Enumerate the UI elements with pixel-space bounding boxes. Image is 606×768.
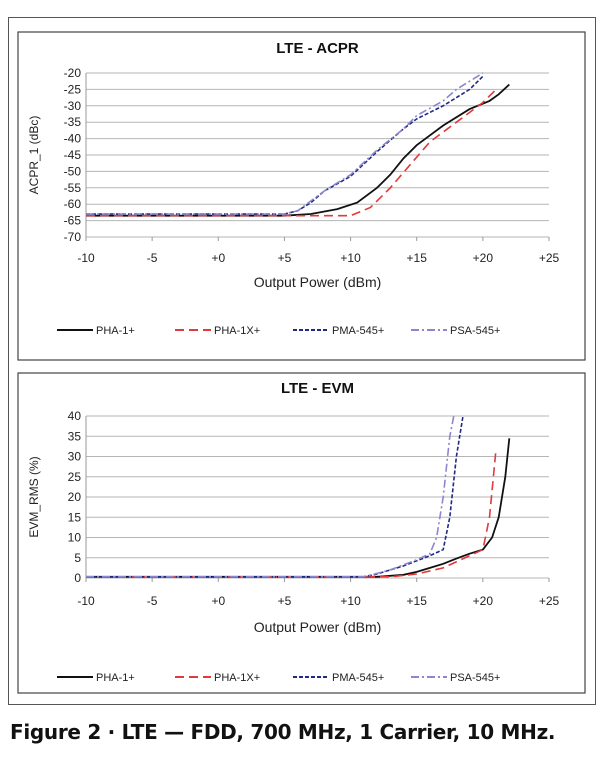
y-tick-label: 5	[74, 551, 81, 565]
series-line-psa-545-	[86, 415, 455, 578]
legend-label: PHA-1X+	[214, 672, 260, 684]
legend-label: PMA-545+	[332, 672, 384, 684]
x-tick-label: +5	[278, 251, 292, 265]
y-tick-label: 30	[68, 450, 82, 464]
x-tick-label: +20	[473, 251, 494, 265]
x-axis-title: Output Power (dBm)	[254, 274, 382, 290]
x-tick-label: +15	[407, 251, 428, 265]
series-line-pma-545-	[86, 75, 484, 215]
y-tick-label: -70	[64, 230, 82, 244]
y-tick-label: -55	[64, 181, 82, 195]
chart-2: LTE - EVM 40 35 30 25 20 15 10 5 0 -10 -5 +0 +5 +10 +15…	[17, 372, 586, 694]
x-tick-label: +0	[211, 251, 225, 265]
x-tick-label: -10	[77, 594, 95, 608]
y-tick-label: 35	[68, 429, 82, 443]
x-tick-label: +5	[278, 594, 292, 608]
legend-label: PMA-545+	[332, 325, 384, 337]
y-tick-label: -20	[64, 66, 82, 80]
chart-1: LTE - ACPR -20 -25 -30 -35 -40 -45 -50 -55 -60 -65…	[17, 31, 586, 361]
series-line-pha-1-	[86, 83, 510, 217]
legend-label: PSA-545+	[450, 325, 500, 337]
y-tick-label: -65	[64, 214, 82, 228]
x-tick-label: +25	[539, 594, 560, 608]
series-line-pma-545-	[86, 415, 464, 578]
y-tick-label: 25	[68, 470, 82, 484]
figure-frame	[8, 17, 596, 705]
chart-title: LTE - EVM	[281, 380, 354, 397]
y-tick-label: 10	[68, 531, 82, 545]
chart-title: LTE - ACPR	[276, 40, 359, 57]
x-tick-label: +0	[211, 594, 225, 608]
legend-label: PSA-545+	[450, 672, 500, 684]
y-tick-label: 0	[74, 571, 81, 585]
y-tick-label: 40	[68, 409, 82, 423]
y-tick-label: 20	[68, 490, 82, 504]
y-tick-label: -45	[64, 148, 82, 162]
series-line-psa-545-	[86, 72, 484, 215]
y-tick-label: -30	[64, 99, 82, 113]
y-tick-label: -35	[64, 115, 82, 129]
x-tick-label: +15	[407, 594, 428, 608]
legend-label: PHA-1+	[96, 325, 135, 337]
x-tick-label: -5	[147, 251, 158, 265]
series-line-pha-1x-	[86, 88, 497, 217]
y-tick-label: -25	[64, 82, 82, 96]
y-tick-label: -60	[64, 197, 82, 211]
chart-border	[17, 372, 586, 694]
x-tick-label: +10	[340, 251, 361, 265]
legend-label: PHA-1+	[96, 672, 135, 684]
figure-caption: Figure 2 · LTE — FDD, 700 MHz, 1 Carrier…	[10, 720, 556, 744]
x-axis-title: Output Power (dBm)	[254, 619, 382, 635]
y-axis-title: ACPR_1 (dBc)	[27, 116, 41, 195]
y-tick-label: -50	[64, 164, 82, 178]
chart-border	[17, 31, 586, 361]
y-tick-label: 15	[68, 510, 82, 524]
x-tick-label: +20	[473, 594, 494, 608]
x-tick-label: +10	[340, 594, 361, 608]
legend-label: PHA-1X+	[214, 325, 260, 337]
x-tick-label: -5	[147, 594, 158, 608]
y-axis-title: EVM_RMS (%)	[27, 456, 41, 537]
x-tick-label: -10	[77, 251, 95, 265]
x-tick-label: +25	[539, 251, 560, 265]
y-tick-label: -40	[64, 132, 82, 146]
series-line-pha-1x-	[86, 448, 497, 578]
series-line-pha-1-	[86, 438, 511, 578]
